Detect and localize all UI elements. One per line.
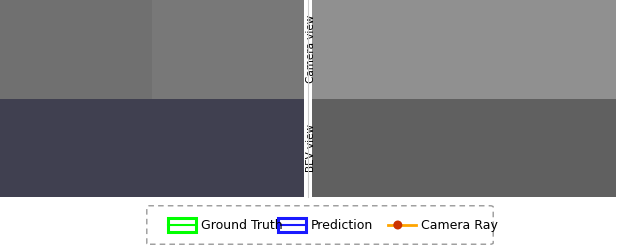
Text: BEV view: BEV view [306,124,316,172]
Text: Camera Ray: Camera Ray [421,219,498,231]
Text: Prediction: Prediction [311,219,373,231]
Text: Camera view: Camera view [306,15,316,83]
Text: Ground Truth: Ground Truth [201,219,283,231]
